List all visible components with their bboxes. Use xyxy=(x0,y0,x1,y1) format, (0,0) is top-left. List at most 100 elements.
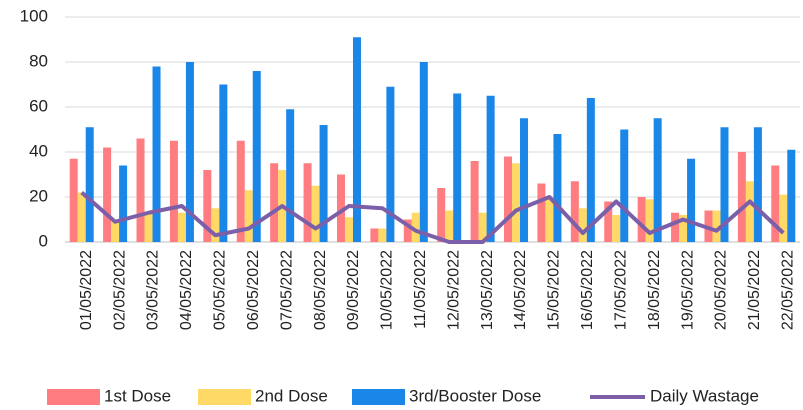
x-tick-label: 18/05/2022 xyxy=(646,250,663,330)
bar xyxy=(403,219,412,242)
bar xyxy=(645,199,654,242)
x-tick-label: 13/05/2022 xyxy=(479,250,496,330)
bar xyxy=(252,71,261,242)
bar xyxy=(203,170,212,242)
x-tick-label: 06/05/2022 xyxy=(245,250,262,330)
bar xyxy=(219,84,228,242)
x-tick-label: 02/05/2022 xyxy=(111,250,128,330)
bar xyxy=(712,210,721,242)
bar xyxy=(687,158,696,242)
line xyxy=(80,190,785,244)
bar xyxy=(319,125,328,242)
x-tick-label: 22/05/2022 xyxy=(780,250,797,330)
bar xyxy=(787,149,796,242)
bar xyxy=(620,129,629,242)
x-tick-label: 05/05/2022 xyxy=(212,250,229,330)
bar xyxy=(111,219,120,242)
x-tick-label: 21/05/2022 xyxy=(746,250,763,330)
bar xyxy=(311,185,320,242)
x-tick-label: 17/05/2022 xyxy=(612,250,629,330)
x-tick-label: 19/05/2022 xyxy=(679,250,696,330)
x-tick-label: 20/05/2022 xyxy=(713,250,730,330)
bar xyxy=(545,197,554,242)
bar xyxy=(537,183,546,242)
x-tick-label: 12/05/2022 xyxy=(445,250,462,330)
bar xyxy=(612,215,621,242)
y-tick-label: 80 xyxy=(29,51,48,70)
x-tick-label: 03/05/2022 xyxy=(145,250,162,330)
x-tick-label: 04/05/2022 xyxy=(178,250,195,330)
bar xyxy=(244,190,253,242)
bar xyxy=(336,174,345,242)
bar xyxy=(211,208,220,242)
bar xyxy=(453,93,462,242)
y-tick-label: 40 xyxy=(29,141,48,160)
bar xyxy=(344,217,353,242)
bar xyxy=(753,127,762,242)
x-tick-label: 11/05/2022 xyxy=(412,250,429,329)
bar xyxy=(136,138,145,242)
bar xyxy=(303,163,312,242)
bar xyxy=(152,66,161,242)
bar xyxy=(470,161,479,242)
bar xyxy=(553,134,562,242)
bar xyxy=(386,86,395,242)
x-tick-label: 16/05/2022 xyxy=(579,250,596,330)
bar xyxy=(637,197,646,242)
x-tick-label: 09/05/2022 xyxy=(345,250,362,330)
bar xyxy=(411,212,420,242)
x-tick-label: 14/05/2022 xyxy=(512,250,529,330)
bar xyxy=(520,118,529,242)
bar xyxy=(504,156,513,242)
legend-label: 1st Dose xyxy=(104,386,171,405)
bar xyxy=(177,212,186,242)
y-tick-label: 20 xyxy=(29,186,48,205)
bar xyxy=(720,127,729,242)
bar xyxy=(737,152,746,242)
bar xyxy=(679,215,688,242)
bar xyxy=(185,62,194,242)
legend-swatch xyxy=(198,389,251,405)
legend-swatch xyxy=(47,389,100,405)
bar xyxy=(604,201,613,242)
bar xyxy=(144,212,153,242)
bar xyxy=(437,188,446,242)
bar xyxy=(119,165,128,242)
y-tick-label: 0 xyxy=(39,231,48,250)
bar xyxy=(286,109,295,242)
bar xyxy=(771,165,780,242)
bar xyxy=(486,95,495,242)
x-tick-label: 08/05/2022 xyxy=(312,250,329,330)
x-tick-label: 15/05/2022 xyxy=(546,250,563,330)
x-tick-label: 10/05/2022 xyxy=(379,250,396,330)
bar xyxy=(445,210,454,242)
bar xyxy=(653,118,662,242)
bar xyxy=(236,140,245,242)
bar xyxy=(419,62,428,242)
bar xyxy=(586,98,595,242)
y-tick-label: 100 xyxy=(20,6,48,25)
y-tick-label: 60 xyxy=(29,96,48,115)
legend-label: Daily Wastage xyxy=(650,386,759,405)
bar xyxy=(352,37,361,242)
x-tick-label: 01/05/2022 xyxy=(78,250,95,330)
bar xyxy=(77,192,86,242)
bar xyxy=(570,181,579,242)
bar xyxy=(512,163,521,242)
legend-label: 3rd/Booster Dose xyxy=(409,386,541,405)
bar xyxy=(69,158,78,242)
bar xyxy=(671,212,680,242)
bar xyxy=(478,212,487,242)
x-tick-label: 07/05/2022 xyxy=(278,250,295,330)
bar xyxy=(370,228,379,242)
legend-label: 2nd Dose xyxy=(255,386,328,405)
bar xyxy=(85,127,94,242)
bar xyxy=(779,194,788,242)
bar xyxy=(270,163,279,242)
bar xyxy=(103,147,112,242)
bar xyxy=(378,228,387,242)
bar xyxy=(745,181,754,242)
bar xyxy=(578,208,587,242)
bar xyxy=(169,140,178,242)
